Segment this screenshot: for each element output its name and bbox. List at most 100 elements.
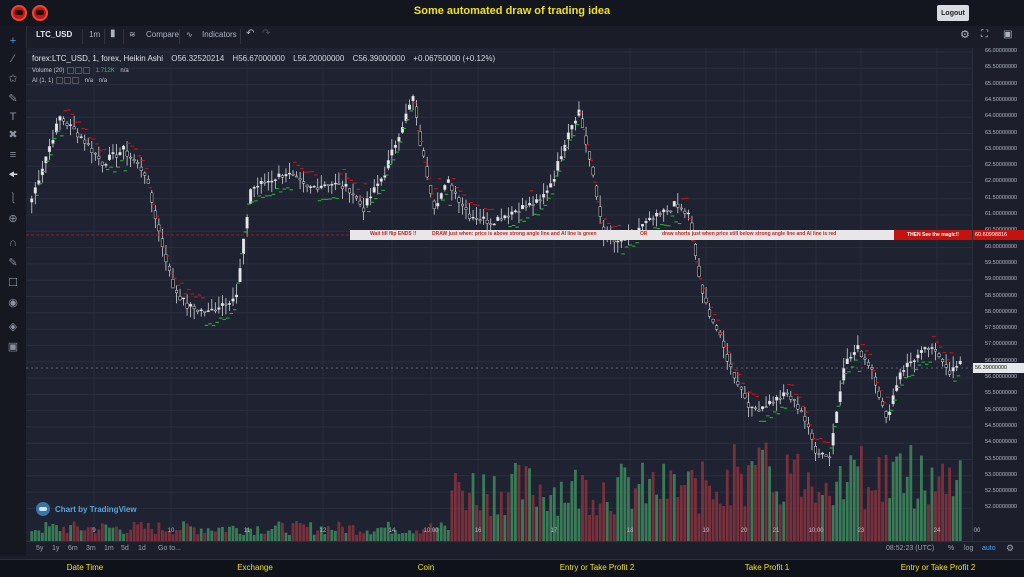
time-tick-label: 12 (319, 528, 327, 534)
legend-low: L56.20000000 (293, 54, 345, 63)
stay-drawing-icon[interactable]: ✎ (8, 257, 18, 269)
volume-bar (679, 485, 683, 541)
volume-bar (605, 502, 609, 541)
candle-body (309, 186, 313, 188)
series-title[interactable]: forex:LTC_USD, 1, forex, Heikin Ashi (32, 54, 164, 63)
range-button-1d[interactable]: 1d (138, 545, 146, 552)
auto-toggle[interactable]: auto (982, 545, 996, 552)
footer-item[interactable]: Entry or Take Profit 2 (900, 563, 976, 572)
indicators-button[interactable]: Indicators (202, 30, 237, 39)
candle-body (916, 354, 920, 359)
magnet-icon[interactable]: ∩ (9, 237, 17, 249)
time-axis[interactable]: 9 10 11 12 14 10:00 16 17 18 19 20 21 10:00 23 24 00 (26, 528, 1024, 560)
tradingview-watermark[interactable]: Chart by TradingView (36, 502, 137, 516)
candle-body (655, 212, 659, 217)
crosshair-icon[interactable]: + (9, 35, 17, 47)
volume-bar (577, 508, 581, 541)
volume-bar (443, 525, 447, 541)
volume-bar (439, 522, 443, 541)
footer-item[interactable]: Coin (417, 563, 435, 572)
price-axis[interactable]: 66.00000000 65.50000000 65.00000000 64.5000… (972, 48, 1024, 541)
volume-bar (662, 463, 666, 541)
lock-icon[interactable]: ☐ (8, 277, 18, 289)
range-button-5y[interactable]: 5y (36, 545, 44, 552)
price-tick-label: 62.50000000 (985, 162, 1018, 169)
range-button-1m[interactable]: 1m (104, 545, 114, 552)
volume-bar (898, 453, 902, 541)
candle-body (316, 187, 320, 190)
candle-body (711, 318, 715, 323)
volume-bar (538, 484, 542, 541)
time-tick-label: 20 (740, 528, 748, 534)
candle-body (792, 399, 796, 401)
settings-icon[interactable] (64, 77, 72, 84)
interval-select[interactable]: 1m (89, 30, 101, 39)
candle-body (926, 348, 930, 350)
volume-label[interactable]: Volume (20) (32, 68, 65, 75)
text-tool-icon[interactable]: T (9, 111, 17, 123)
settings-gear-icon[interactable]: ⚙ (960, 29, 970, 41)
footer-item[interactable]: Take Profit 1 (744, 563, 790, 572)
camera-icon[interactable]: ▣ (1003, 29, 1013, 40)
annotation-magic: THEN See the magic!! (894, 230, 972, 240)
logout-button[interactable]: Logout (937, 5, 969, 21)
range-button-3m[interactable]: 3m (86, 545, 96, 552)
settings-icon[interactable] (75, 67, 83, 74)
legend-open: O56.32520214 (171, 54, 225, 63)
trash-icon[interactable]: ▣ (7, 341, 19, 353)
range-button-5d[interactable]: 5d (121, 545, 129, 552)
candle-body (651, 218, 655, 220)
arrow-left-icon[interactable]: 🠜 (8, 169, 18, 181)
volume-bar (461, 490, 464, 541)
volume-bar (295, 521, 298, 541)
footer-item[interactable]: Exchange (237, 563, 273, 572)
layers-icon[interactable]: ◈ (8, 321, 18, 333)
zoom-in-icon[interactable]: ⊕ (8, 213, 18, 225)
fullscreen-icon[interactable]: ⛶ (981, 29, 988, 40)
time-tick-label: 11 (243, 528, 251, 534)
undo-icon[interactable]: ↶ (246, 28, 255, 39)
footer-item[interactable]: Date Time (66, 563, 104, 572)
ruler-icon[interactable]: ⎱ (7, 193, 19, 205)
volume-bar (111, 527, 115, 541)
fib-tool-icon[interactable]: ✩ (8, 73, 18, 85)
range-button-6m[interactable]: 6m (68, 545, 78, 552)
volume-bar (291, 523, 295, 541)
visibility-icon[interactable] (67, 67, 75, 74)
axis-settings-gear-icon[interactable]: ⚙ (1006, 543, 1015, 553)
candle-body (941, 359, 945, 363)
brush-icon[interactable]: ✎ (8, 93, 18, 105)
close-icon[interactable] (72, 77, 80, 84)
log-toggle[interactable]: log (964, 545, 974, 552)
candle-body (538, 199, 542, 202)
symbol-search[interactable]: LTC_USD (36, 30, 73, 39)
eye-icon[interactable]: ◉ (8, 297, 18, 309)
price-chart[interactable] (26, 48, 972, 541)
projection-tool-icon[interactable]: ≡ (9, 149, 17, 161)
candle-body (355, 196, 359, 199)
volume-bar (944, 493, 948, 541)
chart-pane[interactable] (26, 48, 972, 541)
volume-bar (701, 461, 704, 541)
volume-bar (499, 491, 503, 541)
trend-line-icon[interactable]: ∕ (12, 53, 14, 65)
candle-body (912, 360, 916, 362)
compare-icon[interactable]: ≋ (129, 30, 136, 39)
visibility-icon[interactable] (56, 77, 64, 84)
candle-body (919, 350, 923, 353)
close-icon[interactable] (83, 67, 91, 74)
candle-body (902, 370, 906, 372)
candle-body (167, 265, 171, 271)
goto-button[interactable]: Go to... (158, 545, 181, 552)
candle-body (542, 194, 546, 198)
divider (240, 29, 241, 44)
redo-icon[interactable]: ↷ (262, 28, 271, 39)
pattern-tool-icon[interactable]: ✖ (8, 129, 18, 141)
ai-label[interactable]: AI (1, 1) (32, 78, 54, 85)
footer-item[interactable]: Entry or Take Profit 2 (559, 563, 635, 572)
candle-style-icon[interactable]: ▮ (110, 28, 116, 39)
indicators-icon[interactable]: ∿ (186, 30, 193, 39)
compare-button[interactable]: Compare (146, 30, 179, 39)
percent-toggle[interactable]: % (948, 545, 955, 552)
range-button-1y[interactable]: 1y (52, 545, 60, 552)
